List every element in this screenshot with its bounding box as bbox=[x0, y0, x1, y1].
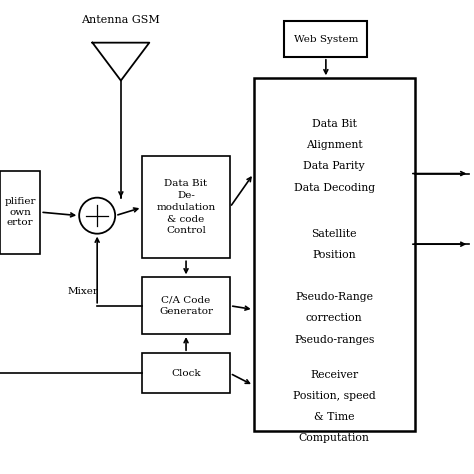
Bar bbox=[0, 171, 40, 254]
Text: correction: correction bbox=[306, 313, 363, 323]
Text: Mixer: Mixer bbox=[67, 287, 99, 296]
Text: Position, speed: Position, speed bbox=[293, 391, 375, 401]
Text: Alignment: Alignment bbox=[306, 140, 363, 150]
Text: Pseudo-ranges: Pseudo-ranges bbox=[294, 335, 374, 345]
Bar bbox=[142, 156, 230, 258]
Text: Receiver: Receiver bbox=[310, 370, 358, 380]
Text: C/A Code
Generator: C/A Code Generator bbox=[159, 295, 213, 316]
Text: Data Bit
De-
modulation
& code
Control: Data Bit De- modulation & code Control bbox=[156, 179, 216, 236]
Circle shape bbox=[79, 198, 115, 234]
Text: Data Parity: Data Parity bbox=[303, 162, 365, 172]
Text: Pseudo-Range: Pseudo-Range bbox=[295, 292, 373, 302]
Bar bbox=[142, 353, 230, 393]
Text: Data Decoding: Data Decoding bbox=[293, 182, 375, 192]
Text: Antenna GSM: Antenna GSM bbox=[82, 15, 160, 25]
Bar bbox=[254, 78, 415, 431]
Bar bbox=[284, 21, 367, 57]
Text: Data Bit: Data Bit bbox=[312, 119, 356, 129]
Text: Computation: Computation bbox=[299, 433, 370, 443]
Text: Web System: Web System bbox=[294, 35, 358, 44]
Text: Clock: Clock bbox=[171, 369, 201, 378]
Text: Satellite: Satellite bbox=[311, 228, 357, 238]
Text: & Time: & Time bbox=[314, 412, 355, 422]
Text: Position: Position bbox=[312, 250, 356, 260]
Text: plifier
own
ertor: plifier own ertor bbox=[4, 197, 36, 227]
Bar bbox=[142, 277, 230, 334]
